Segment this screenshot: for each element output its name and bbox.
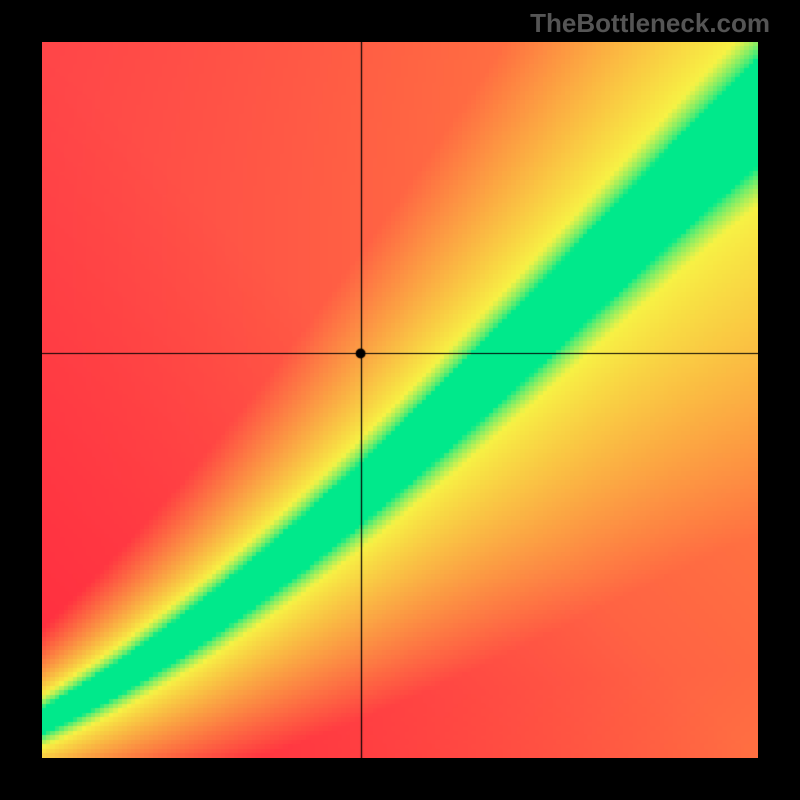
watermark-text: TheBottleneck.com bbox=[530, 8, 770, 39]
heatmap-canvas bbox=[42, 42, 758, 758]
chart-container: TheBottleneck.com bbox=[0, 0, 800, 800]
heatmap-plot bbox=[42, 42, 758, 758]
